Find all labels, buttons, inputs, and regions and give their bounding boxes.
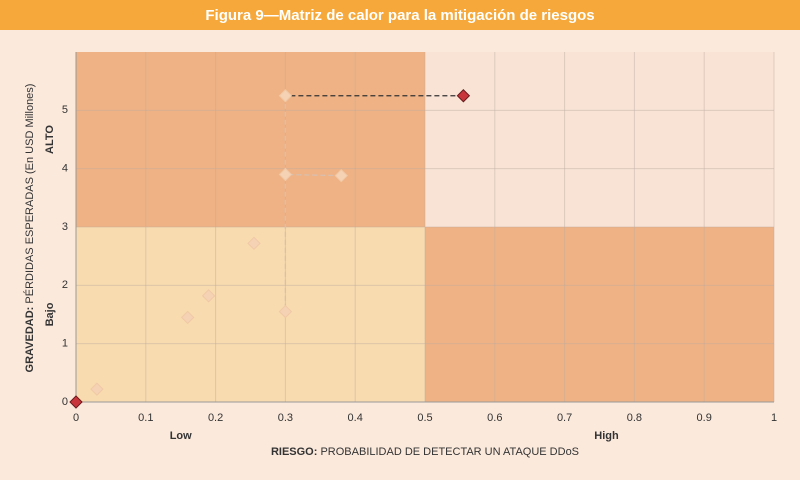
- x-tick-label: 0: [73, 412, 79, 424]
- point: [278, 89, 293, 103]
- quadrant: [425, 52, 774, 227]
- y-tick-label: 0: [62, 396, 68, 408]
- x-tick-label: 1: [771, 412, 777, 424]
- point: [278, 167, 293, 182]
- x-annotation: High: [594, 430, 619, 442]
- x-tick-label: 0.4: [348, 412, 363, 424]
- y-label: PÉRDIDAS ESPERADAS (En USD Millones): [23, 84, 36, 304]
- y-annotation: Bajo: [44, 302, 56, 326]
- y-label-bold: GRAVEDAD:: [24, 307, 36, 373]
- x-tick-label: 0.2: [208, 412, 223, 424]
- x-tick-label: 0.9: [697, 412, 712, 424]
- title-banner: [0, 0, 800, 30]
- x-tick-label: 0.8: [627, 412, 642, 424]
- x-label-bold: RIESGO:: [271, 446, 317, 458]
- y-axis-label: GRAVEDAD: PÉRDIDAS ESPERADAS (En USD Mil…: [23, 84, 36, 373]
- y-tick-label: 2: [62, 279, 68, 291]
- quadrant: [425, 227, 774, 402]
- point: [69, 395, 83, 409]
- y-annotation: ALTO: [44, 125, 56, 154]
- x-tick-label: 0.3: [278, 412, 293, 424]
- x-label: PROBABILIDAD DE DETECTAR UN ATAQUE DDoS: [320, 446, 579, 458]
- point: [456, 89, 471, 103]
- y-tick-label: 4: [62, 163, 68, 175]
- point: [90, 382, 104, 396]
- point: [201, 289, 216, 303]
- x-tick-label: 0.1: [138, 412, 153, 424]
- x-tick-label: 0.6: [487, 412, 502, 424]
- chart-title: Figura 9—Matriz de calor para la mitigac…: [205, 7, 594, 24]
- y-tick-label: 1: [62, 338, 68, 350]
- x-annotation: Low: [170, 430, 192, 442]
- y-tick-label: 3: [62, 221, 68, 233]
- arrow: [285, 173, 342, 177]
- quadrant: [76, 227, 425, 402]
- quadrant: [76, 52, 425, 227]
- x-axis-label: RIESGO: PROBABILIDAD DE DETECTAR UN ATAQ…: [271, 446, 579, 458]
- y-tick-label: 5: [62, 104, 68, 116]
- point: [334, 168, 348, 183]
- point: [247, 236, 261, 251]
- x-tick-label: 0.5: [417, 412, 432, 424]
- point: [278, 304, 293, 319]
- x-tick-label: 0.7: [557, 412, 572, 424]
- point: [180, 310, 195, 325]
